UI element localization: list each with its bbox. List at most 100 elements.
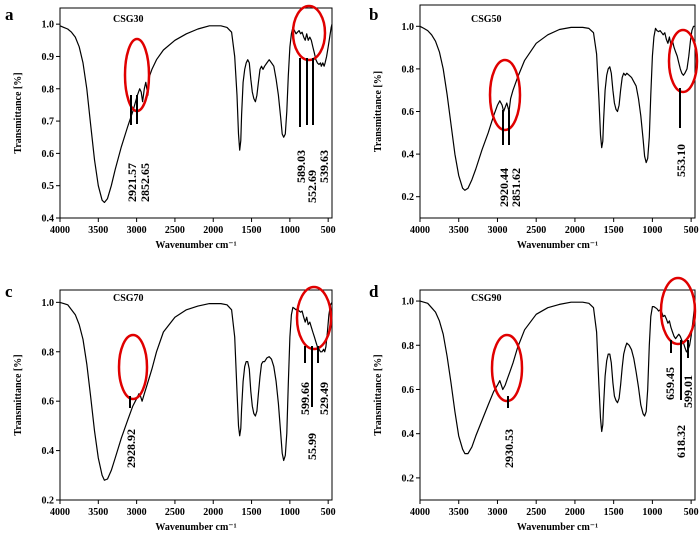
panel-c-x-tick-label: 2000 (203, 507, 223, 518)
panel-c-x-tick-label: 500 (321, 507, 336, 518)
panel-a-peak-label: 2921.57 (125, 163, 139, 202)
panel-d-plot-frame (419, 289, 696, 501)
panel-c-x-tick-label: 1500 (242, 507, 262, 518)
panel-c-x-tick-label: 1000 (280, 507, 300, 518)
panel-c-plot-frame (59, 289, 333, 501)
panel-a-y-tick-label: 0.6 (42, 149, 55, 160)
panel-d-x-tick-label: 1500 (604, 507, 624, 518)
panel-a-peak-label: 2852.65 (138, 163, 152, 202)
panel-a-y-tick-label: 0.7 (42, 117, 55, 128)
panel-b-peak-label: 553.10 (674, 144, 688, 177)
panel-c-x-tick-label: 2500 (165, 507, 185, 518)
panel-d-title: CSG90 (471, 293, 502, 304)
panel-a-y-tick-label: 0.4 (42, 214, 55, 225)
panel-a-peak-label: 552.69 (305, 170, 319, 203)
panel-a-x-tick-label: 3500 (88, 225, 108, 236)
panel-b-y-tick-label: 0.4 (402, 150, 415, 161)
panel-c-highlight-circle-right (295, 285, 333, 351)
panel-a-y-tick-label: 1.0 (42, 20, 55, 31)
panel-a-x-tick-label: 1000 (280, 225, 300, 236)
panel-c-y-axis-label: Transmittance [%] (13, 354, 24, 435)
panel-d-peak-label: 618.32 (674, 425, 688, 458)
panel-b-highlight-circle-right (667, 28, 699, 94)
panel-a-x-tick-label: 1500 (242, 225, 262, 236)
panel-b-x-tick-label: 2000 (565, 225, 585, 236)
panel-d-highlight-circle-right (659, 276, 697, 346)
panel-b-y-tick-label: 0.6 (402, 107, 415, 118)
panel-b-letter: b (369, 5, 378, 24)
panel-a-spectrum-line (59, 24, 333, 204)
panel-b-x-tick-label: 3500 (449, 225, 469, 236)
panel-c-y-tick-label: 0.6 (42, 397, 55, 408)
panel-c-spectrum-line (59, 301, 333, 481)
panel-a-axes: 4000 3500 3000 2500 2000 1500 1000 500 0.4 0.5 0.6… (13, 7, 336, 251)
panel-c-x-tick-label: 4000 (50, 507, 70, 518)
panel-d-y-tick-label: 0.2 (402, 473, 415, 484)
panel-b-x-tick-label: 4000 (410, 225, 430, 236)
panel-d-x-tick-label: 2000 (565, 507, 585, 518)
panel-a-y-tick-label: 0.5 (42, 181, 55, 192)
panel-b-y-tick-label: 0.2 (402, 192, 415, 203)
panel-d-peak-label: 659.45 (663, 367, 677, 400)
panel-d-x-axis-label: Wavenumber cm⁻¹ (517, 522, 598, 533)
panel-c-y-tick-label: 0.8 (42, 347, 55, 358)
panel-a-x-tick-label: 500 (321, 225, 336, 236)
panel-d-y-tick-label: 0.6 (402, 385, 415, 396)
panel-b-y-tick-label: 0.8 (402, 64, 415, 75)
panel-a-y-tick-label: 0.8 (42, 84, 55, 95)
panel-c-x-tick-label: 3500 (88, 507, 108, 518)
panel-b-y-axis-label: Transmittance [%] (373, 71, 384, 152)
panel-a-plot-frame (59, 7, 333, 219)
panel-a-y-axis-label: Transmittance [%] (13, 72, 24, 153)
panel-d-x-tick-label: 500 (684, 507, 699, 518)
panel-d-x-tick-label: 1000 (642, 507, 662, 518)
panel-c-peak-label: 599.66 (298, 382, 312, 415)
panel-b-x-tick-label: 2500 (526, 225, 546, 236)
panel-d-x-tick-label: 3500 (449, 507, 469, 518)
panel-b-highlight-circle-left (488, 58, 522, 132)
panel-d-axes: 4000 3500 3000 2500 2000 1500 1000 500 0.2 0.4 0.6… (373, 289, 699, 533)
panel-c-title: CSG70 (113, 293, 144, 304)
panel-d-y-tick-label: 0.4 (402, 429, 415, 440)
panel-d-spectrum-line (419, 300, 696, 455)
panel-b-x-axis-label: Wavenumber cm⁻¹ (517, 240, 598, 251)
panel-c-x-tick-label: 3000 (127, 507, 147, 518)
panel-c-chart: c CSG70 4000 3500 3000 2500 2000 1500 1000 500 0… (5, 282, 336, 533)
panel-a-x-tick-label: 3000 (127, 225, 147, 236)
panel-a-title: CSG30 (113, 14, 144, 25)
panel-b-peak-label: 2851.62 (509, 168, 523, 207)
panel-c-y-tick-label: 0.2 (42, 496, 55, 507)
panel-d-annotations: 659.45 618.32 599.01 2930.53 (490, 276, 697, 468)
panel-c-y-tick-label: 1.0 (42, 298, 55, 309)
panel-b-x-tick-label: 1000 (642, 225, 662, 236)
panel-a-peak-label: 539.63 (317, 150, 331, 183)
panel-d-y-axis-label: Transmittance [%] (373, 354, 384, 435)
panel-c-peak-label: 2928.92 (124, 429, 138, 468)
panel-d-peak-label: 2930.53 (502, 429, 516, 468)
panel-b-x-tick-label: 3000 (487, 225, 507, 236)
panel-d-y-tick-label: 1.0 (402, 297, 415, 308)
panel-c-letter: c (5, 282, 13, 301)
panel-b-annotations: 2920.44 2851.62 553.10 (488, 28, 699, 207)
panel-c-annotations: 2928.92 599.66 55.99 529.49 (117, 285, 333, 468)
panel-a-x-tick-label: 2500 (165, 225, 185, 236)
panel-d-x-tick-label: 3000 (487, 507, 507, 518)
panel-b-spectrum-line (419, 25, 695, 191)
panel-c-axes: 4000 3500 3000 2500 2000 1500 1000 500 0.2 0.4 0.6… (13, 289, 336, 533)
panel-d-peak-label: 599.01 (681, 375, 695, 408)
panel-a-letter: a (5, 5, 14, 24)
panel-d-x-tick-label: 2500 (526, 507, 546, 518)
panel-b-axes: 4000 3500 3000 2500 2000 1500 1000 500 0.2 0.4 0.6… (373, 4, 699, 251)
panel-a-x-tick-label: 4000 (50, 225, 70, 236)
panel-b-x-tick-label: 500 (684, 225, 699, 236)
panel-d-y-tick-label: 0.8 (402, 341, 415, 352)
panel-b-chart: b CSG50 4000 3500 3000 2500 2000 1500 1000 500 0… (369, 4, 699, 251)
panel-c-highlight-circle-left (117, 333, 149, 401)
panel-a-chart: a CSG30 4000 3500 3000 2500 2000 1500 1000 500 0… (5, 4, 336, 251)
panel-d-letter: d (369, 282, 379, 301)
panel-d-highlight-circle-left (490, 333, 524, 403)
panel-a-annotations: 2921.57 2852.65 589.03 552.69 539.63 (123, 4, 331, 203)
panel-a-x-tick-label: 2000 (203, 225, 223, 236)
panel-c-peak-label: 529.49 (317, 382, 331, 415)
